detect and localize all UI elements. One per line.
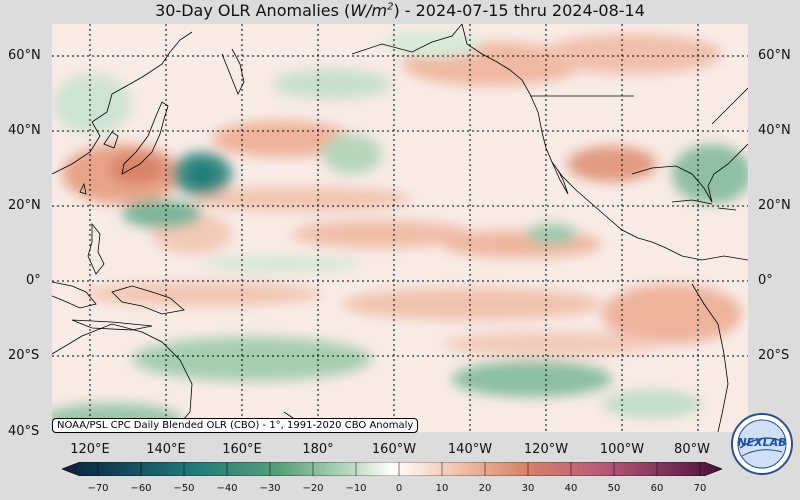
lon-label: 140°E (146, 442, 186, 457)
colorbar-tick: −30 (259, 483, 281, 494)
colorbar-tick: −70 (87, 483, 109, 494)
colorbar-tick: 60 (650, 483, 664, 494)
lat-label-right: 0° (758, 273, 773, 288)
lat-label-right: 20°N (758, 198, 791, 213)
colorbar-tick: 40 (564, 483, 578, 494)
colorbar-tick: 50 (607, 483, 621, 494)
lat-label-left: 40°N (8, 123, 41, 138)
lat-label-right: 40°N (758, 123, 791, 138)
colorbar-tick: −10 (345, 483, 367, 494)
colorbar-tick: −20 (302, 483, 324, 494)
olr-anomaly-map (52, 24, 748, 432)
colorbar-tick: −50 (173, 483, 195, 494)
lon-label: 100°W (599, 442, 645, 457)
lat-label-right: 20°S (758, 348, 790, 363)
colorbar (62, 462, 722, 476)
lat-label-left: 20°S (8, 348, 40, 363)
lat-label-left: 20°N (8, 198, 41, 213)
lat-label-left: 40°S (8, 424, 40, 439)
lon-label: 140°W (447, 442, 493, 457)
lat-label-left: 60°N (8, 48, 41, 63)
lon-label: 160°W (371, 442, 417, 457)
colorbar-tick: 30 (521, 483, 535, 494)
data-source-note: NOAA/PSL CPC Daily Blended OLR (CBO) - 1… (52, 418, 419, 433)
anomaly-field (52, 30, 748, 432)
graticule (52, 24, 748, 432)
map-canvas (52, 24, 748, 432)
lon-label: 80°W (674, 442, 710, 457)
lat-label-left: 0° (26, 273, 41, 288)
logo-text: NEXLAB (737, 436, 786, 449)
colorbar-tick: 10 (435, 483, 449, 494)
lon-label: 160°E (222, 442, 262, 457)
colorbar-tick: 0 (395, 483, 403, 494)
colorbar-tick: 70 (693, 483, 707, 494)
colorbar-tick: 20 (478, 483, 492, 494)
nexlab-logo: NEXLAB (731, 413, 793, 475)
lon-label: 120°W (523, 442, 569, 457)
colorbar-tick: −60 (130, 483, 152, 494)
lon-label: 180° (302, 442, 334, 457)
lat-label-right: 60°N (758, 48, 791, 63)
lon-label: 120°E (70, 442, 110, 457)
colorbar-tick: −40 (216, 483, 238, 494)
chart-title: 30-Day OLR Anomalies (W/m2) - 2024-07-15… (155, 1, 645, 20)
